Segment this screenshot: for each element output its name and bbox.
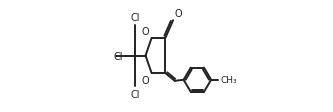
Text: O: O <box>174 9 182 19</box>
Text: Cl: Cl <box>130 13 140 23</box>
Text: Cl: Cl <box>113 51 123 61</box>
Text: O: O <box>141 75 149 85</box>
Text: CH₃: CH₃ <box>220 75 237 84</box>
Text: Cl: Cl <box>130 89 140 99</box>
Text: O: O <box>141 27 149 37</box>
